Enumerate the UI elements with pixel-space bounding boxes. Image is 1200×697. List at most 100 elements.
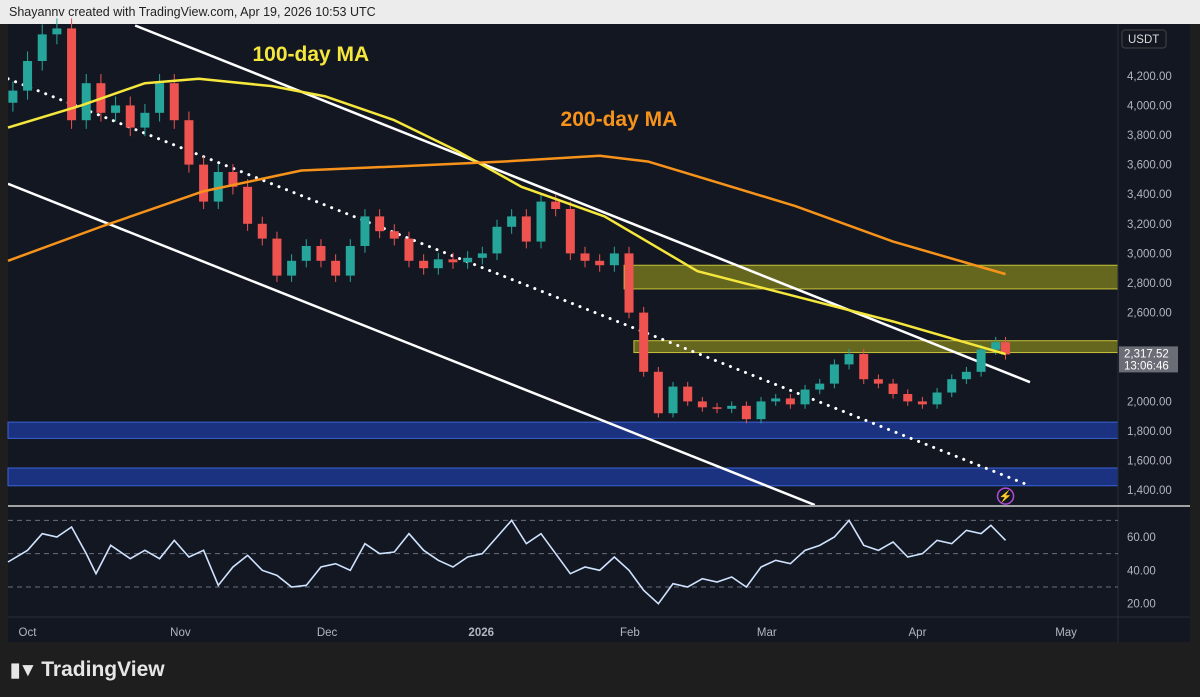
- candle: [639, 312, 649, 372]
- tradingview-logo: ▮▼ TradingView: [10, 658, 165, 682]
- candle: [521, 216, 531, 242]
- candle: [668, 386, 678, 414]
- candle: [917, 401, 927, 405]
- candle: [492, 226, 502, 254]
- candle: [67, 28, 77, 121]
- chart-pane[interactable]: [8, 24, 1190, 642]
- candle: [888, 383, 898, 394]
- candle: [52, 28, 62, 35]
- candle: [345, 246, 355, 276]
- candle: [741, 405, 751, 420]
- header-caption-bar: Shayannv created with TradingView.com, A…: [0, 0, 1200, 24]
- candle: [463, 257, 473, 263]
- time-tick-label: Feb: [620, 627, 640, 639]
- time-tick-label: Nov: [170, 627, 191, 639]
- candle: [815, 383, 825, 390]
- candle: [551, 201, 561, 209]
- logo-text: TradingView: [41, 658, 165, 681]
- candle: [375, 216, 385, 232]
- candle: [111, 105, 121, 113]
- channel-trendline: [8, 182, 816, 505]
- candle: [653, 371, 663, 414]
- rsi-tick-label: 40.00: [1127, 565, 1156, 577]
- candle: [536, 201, 546, 242]
- candle-countdown-label: 13:06:46: [1124, 360, 1169, 372]
- candle: [756, 401, 766, 420]
- ma-annotation: 200-day MA: [561, 108, 678, 131]
- candle: [389, 231, 399, 239]
- price-tick-label: 3,800.00: [1127, 130, 1172, 142]
- candle: [829, 364, 839, 384]
- candle: [81, 83, 91, 121]
- last-price-label: 2,317.52: [1124, 348, 1169, 360]
- candle: [1001, 342, 1011, 355]
- demand-zone: [7, 421, 1119, 439]
- candle: [404, 238, 414, 261]
- candle: [844, 354, 854, 365]
- rsi-tick-label: 20.00: [1127, 599, 1156, 611]
- price-tick-label: 4,000.00: [1127, 100, 1172, 112]
- candle: [125, 105, 135, 128]
- moving-average-line: [7, 154, 1006, 276]
- supply-zone: [623, 264, 1119, 290]
- candle: [771, 398, 781, 402]
- lightning-alert-icon: [996, 487, 1015, 505]
- candle: [331, 260, 341, 276]
- candle: [140, 112, 150, 128]
- price-tick-label: 3,400.00: [1127, 189, 1172, 201]
- candle: [243, 186, 253, 224]
- price-tick-label: 3,600.00: [1127, 160, 1172, 172]
- candle: [580, 253, 590, 261]
- rsi-tick-label: 60.00: [1127, 532, 1156, 544]
- candle: [448, 259, 458, 263]
- candle: [419, 260, 429, 269]
- candle: [624, 253, 634, 313]
- candle: [287, 260, 297, 276]
- price-tick-label: 3,200.00: [1127, 219, 1172, 231]
- rsi-line: [7, 518, 1007, 605]
- candle: [301, 246, 311, 261]
- candle: [903, 394, 913, 402]
- price-tick-label: 1,400.00: [1127, 485, 1172, 497]
- candle: [155, 83, 165, 113]
- candle: [712, 407, 722, 409]
- candle: [595, 260, 605, 266]
- candle: [316, 246, 326, 261]
- candle: [932, 392, 942, 405]
- candle: [23, 61, 33, 91]
- time-tick-label: Mar: [757, 627, 777, 639]
- last-price-badge: [1119, 346, 1178, 373]
- price-tick-label: 2,800.00: [1127, 278, 1172, 290]
- candle: [785, 398, 795, 405]
- candle: [184, 120, 194, 165]
- caption: Shayannv created with TradingView.com, A…: [9, 5, 376, 19]
- lightning-glyph: ⚡: [999, 490, 1013, 503]
- price-tick-label: 1,600.00: [1127, 456, 1172, 468]
- candle: [873, 379, 883, 384]
- currency-button[interactable]: [1121, 29, 1167, 49]
- candle: [433, 259, 443, 269]
- time-tick-label: 2026: [468, 627, 494, 639]
- price-tick-label: 3,000.00: [1127, 248, 1172, 260]
- candle: [947, 379, 957, 393]
- price-tick-label: 2,000.00: [1127, 396, 1172, 408]
- candle: [609, 253, 619, 266]
- candle: [272, 238, 282, 276]
- supply-zone: [633, 340, 1119, 354]
- candle: [257, 223, 267, 239]
- time-tick-label: May: [1055, 627, 1077, 639]
- candle: [213, 172, 223, 202]
- candle: [683, 386, 693, 402]
- candle: [859, 354, 869, 380]
- time-tick-label: Oct: [19, 627, 38, 639]
- price-tick-label: 2,600.00: [1127, 308, 1172, 320]
- price-tick-label: 4,200.00: [1127, 71, 1172, 83]
- candle: [961, 371, 971, 380]
- candle: [8, 90, 18, 103]
- currency-label: USDT: [1128, 34, 1159, 46]
- candle: [477, 253, 487, 258]
- candle: [991, 342, 1001, 350]
- candle: [228, 172, 238, 187]
- candle: [800, 389, 810, 405]
